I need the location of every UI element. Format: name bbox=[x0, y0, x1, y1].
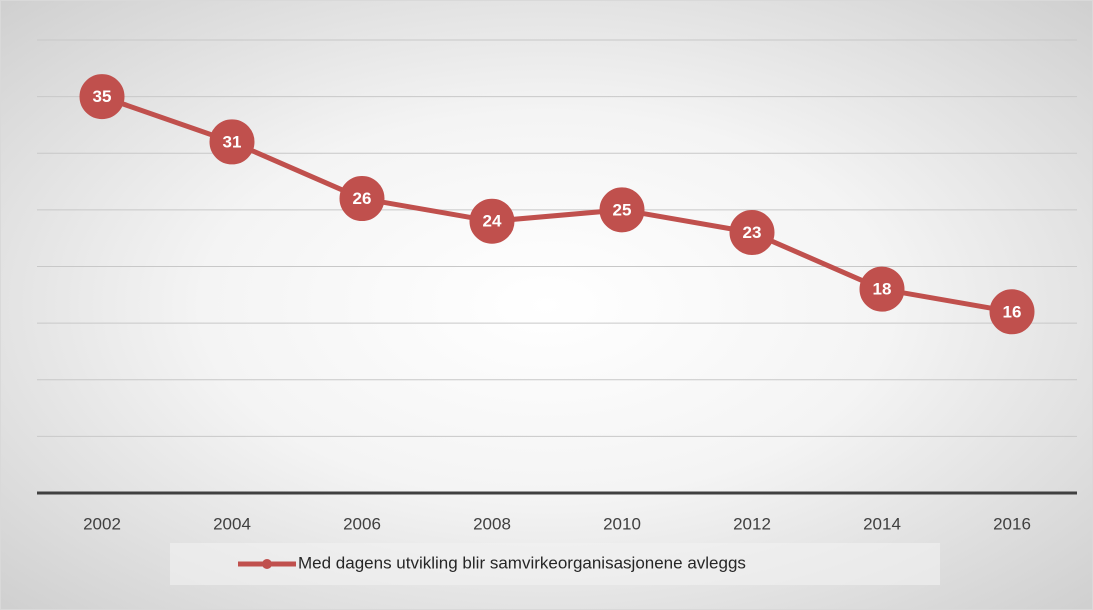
x-tick-label: 2008 bbox=[473, 514, 511, 533]
marker bbox=[859, 266, 905, 312]
data-label: 16 bbox=[1003, 302, 1022, 321]
data-label: 24 bbox=[483, 212, 502, 231]
x-tick-label: 2004 bbox=[213, 514, 251, 533]
data-label: 18 bbox=[873, 280, 892, 299]
x-tick-label: 2016 bbox=[993, 514, 1031, 533]
data-label: 31 bbox=[223, 132, 242, 151]
marker bbox=[729, 210, 775, 256]
data-label: 35 bbox=[93, 87, 112, 106]
legend-label: Med dagens utvikling blir samvirkeorgani… bbox=[298, 553, 746, 572]
marker bbox=[79, 74, 125, 120]
data-label: 25 bbox=[613, 200, 632, 219]
x-tick-label: 2014 bbox=[863, 514, 901, 533]
data-label: 26 bbox=[353, 189, 372, 208]
marker bbox=[599, 187, 645, 233]
x-tick-label: 2002 bbox=[83, 514, 121, 533]
data-label: 23 bbox=[743, 223, 762, 242]
marker bbox=[339, 176, 385, 222]
marker bbox=[209, 119, 255, 165]
marker bbox=[469, 198, 515, 244]
series-line bbox=[101, 94, 1013, 315]
x-tick-label: 2012 bbox=[733, 514, 771, 533]
x-tick-label: 2006 bbox=[343, 514, 381, 533]
legend-marker bbox=[262, 559, 272, 569]
x-tick-label: 2010 bbox=[603, 514, 641, 533]
marker bbox=[989, 289, 1035, 335]
legend-box bbox=[170, 543, 940, 585]
